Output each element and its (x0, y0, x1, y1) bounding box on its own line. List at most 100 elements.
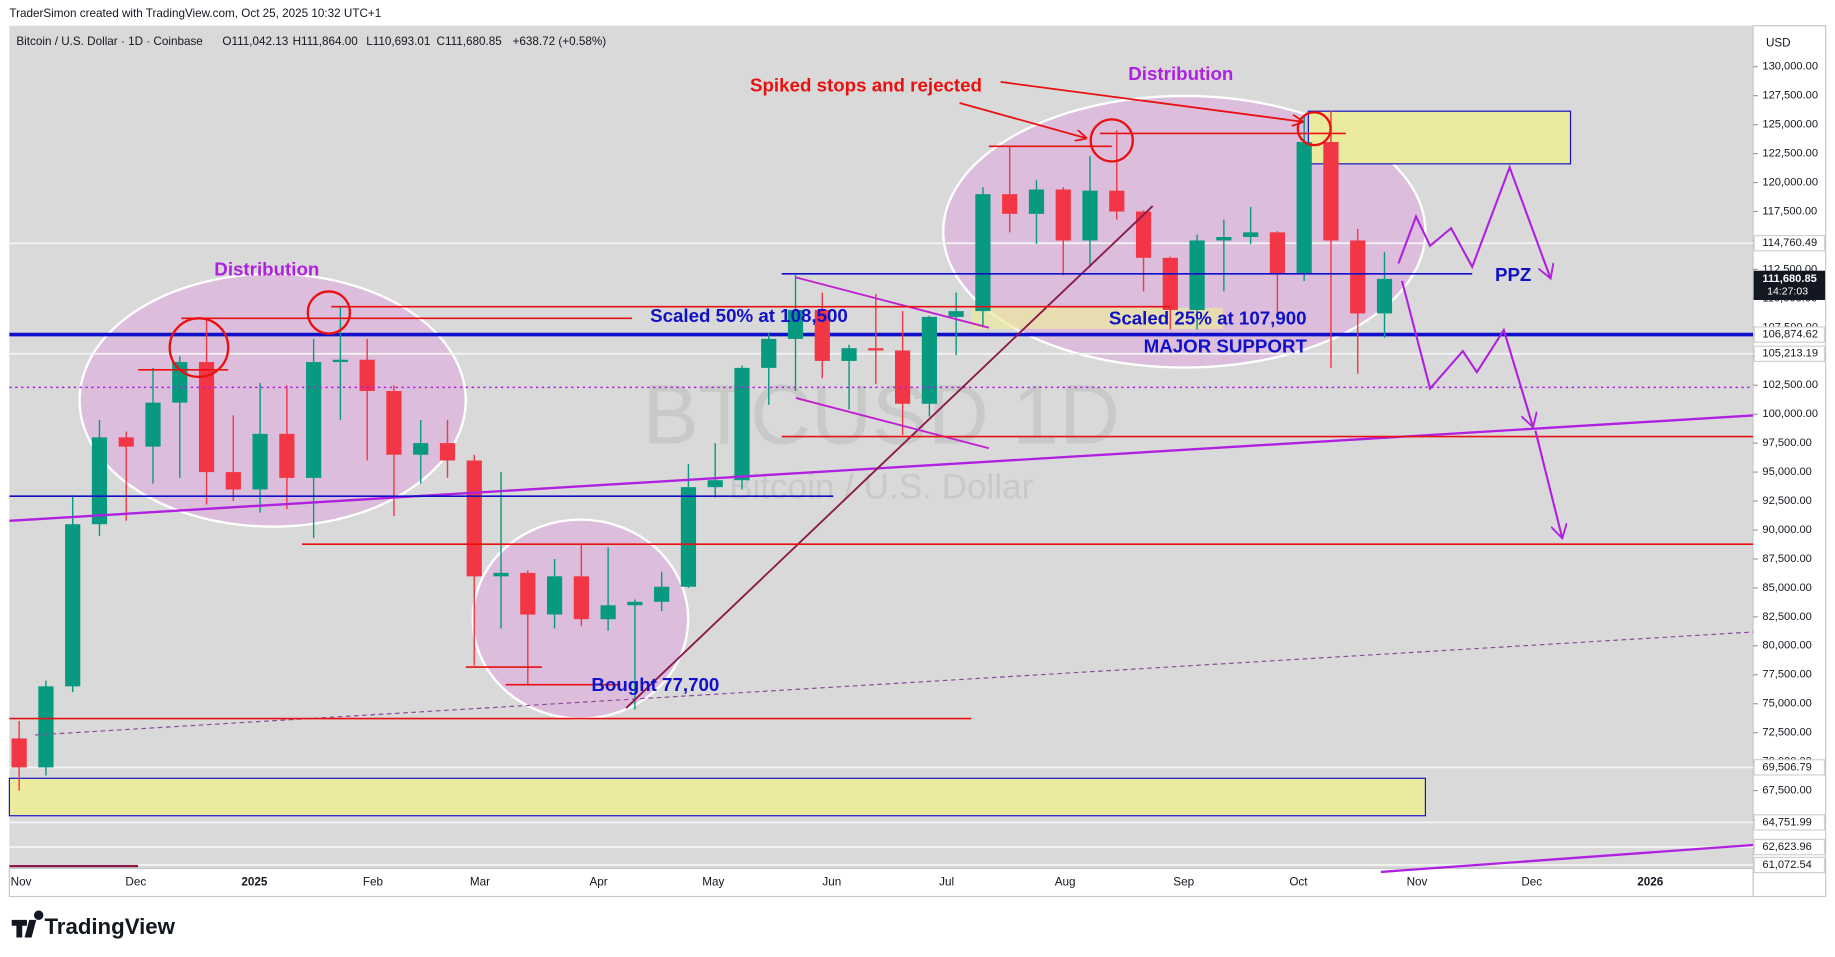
candle-body (1028, 189, 1045, 214)
annotation: Distribution (214, 258, 319, 279)
candle-body (1055, 189, 1071, 241)
y-tick-label: 127,500.00 (1762, 90, 1818, 102)
candle-body (198, 362, 215, 473)
candle-body (225, 472, 241, 490)
x-tick-label: Sep (1173, 876, 1194, 889)
highlight-circle (1296, 111, 1332, 147)
y-tick-label: 92,500.00 (1762, 495, 1811, 507)
y-tick-label: 90,000.00 (1762, 524, 1811, 536)
trendline (1380, 843, 1754, 874)
countdown: 14:27:03 (1767, 286, 1808, 298)
channel-line (795, 276, 990, 329)
x-tick-label: 2026 (1637, 876, 1663, 889)
candle-body (466, 460, 482, 577)
candle-body (306, 362, 322, 478)
candle-body (1109, 190, 1125, 212)
highlight-circle (1089, 118, 1135, 163)
logo: TradingView (44, 914, 175, 939)
highlight-circle (306, 290, 352, 335)
price-tag (1753, 838, 1826, 856)
candle-body (118, 437, 134, 447)
y-tick-label: 125,000.00 (1762, 119, 1818, 131)
candle-body (975, 194, 991, 312)
ohlc-open: O111,042.13 (222, 35, 288, 48)
price-tag-label: 114,760.49 (1762, 237, 1817, 249)
x-tick-label: May (702, 876, 724, 889)
price-tag (1753, 326, 1826, 343)
candle-body (65, 524, 81, 687)
candle-body (279, 433, 295, 478)
annotation: Bought 77,700 (591, 674, 719, 695)
annotation: Spiked stops and rejected (750, 75, 982, 96)
y-tick-label: 117,500.00 (1762, 205, 1817, 217)
annotation: Distribution (1128, 63, 1233, 84)
y-tick-label: 97,500.00 (1762, 437, 1811, 449)
y-tick-label: 120,000.00 (1762, 176, 1818, 188)
symbol: Bitcoin / U.S. Dollar · 1D · Coinbase (16, 35, 202, 48)
annotation: Scaled 50% at 108,500 (650, 305, 848, 326)
y-tick-label: 122,500.00 (1762, 148, 1818, 160)
y-tick-label: 85,000.00 (1762, 582, 1811, 594)
price-tag-label: 105,213.19 (1762, 348, 1818, 360)
price-tag (1753, 345, 1826, 363)
candle-body (1323, 142, 1339, 241)
candle-body (1243, 232, 1259, 237)
y-tick-label: 80,000.00 (1762, 640, 1811, 652)
price-tag (1753, 270, 1826, 300)
candle-body (1350, 240, 1366, 314)
candle-body (1189, 240, 1205, 310)
projection-arrow (1534, 430, 1562, 539)
trendline (9, 414, 1754, 522)
x-tick-label: 2025 (241, 876, 267, 889)
arrow (959, 102, 1086, 138)
y-tick-label: 75,000.00 (1762, 698, 1811, 710)
annotation: MAJOR SUPPORT (1144, 336, 1308, 357)
candle-body (734, 367, 750, 481)
price-tag (1753, 814, 1826, 831)
candle-body (359, 359, 375, 392)
candle-body (38, 686, 54, 768)
candle-body (1296, 142, 1312, 275)
x-tick-label: Dec (1521, 876, 1542, 889)
ohlc-high: H111,864.00 (293, 35, 359, 48)
y-tick-label: 72,500.00 (1762, 727, 1811, 739)
candle-body (520, 572, 536, 615)
currency: USD (1766, 36, 1791, 49)
price-tag-label: 62,623.96 (1762, 841, 1811, 853)
channel-line (795, 397, 990, 450)
candle-body (332, 359, 349, 363)
price-tag-label: 64,751.99 (1762, 816, 1811, 828)
y-tick-label: 77,500.00 (1762, 669, 1811, 681)
candle-body (707, 480, 723, 488)
credit: TraderSimon created with TradingView.com… (9, 7, 381, 20)
x-tick-label: Oct (1289, 876, 1308, 889)
candle-body (868, 348, 884, 351)
candle-body (252, 433, 268, 490)
x-tick-label: Apr (589, 876, 607, 889)
candle-body (1376, 278, 1393, 314)
projection-path (1397, 164, 1550, 278)
candle-body (600, 605, 616, 620)
y-tick-label: 95,000.00 (1762, 466, 1811, 478)
price-tag-label: 61,072.54 (1762, 859, 1811, 871)
price-tag (1753, 235, 1826, 252)
axes: 62,500.0065,000.0067,500.0070,000.0072,5… (11, 61, 1826, 889)
distribution-ellipse (78, 272, 467, 528)
arrow (1000, 81, 1303, 122)
y-tick-label: 130,000.00 (1762, 61, 1818, 73)
legend: Bitcoin / U.S. Dollar · 1D · Coinbase O1… (16, 35, 606, 48)
price-tag-label: 106,874.62 (1762, 329, 1818, 341)
candle-body (91, 437, 108, 525)
candle-body (761, 338, 777, 368)
x-tick-label: Feb (363, 876, 384, 889)
candle-body (1216, 236, 1232, 241)
y-tick-label: 102,500.00 (1762, 379, 1818, 391)
price-tag-label: 69,506.79 (1762, 761, 1811, 773)
candle-body (1082, 190, 1098, 241)
candle-body (145, 402, 161, 447)
y-tick-label: 87,500.00 (1762, 553, 1811, 565)
price-tag (1753, 856, 1826, 874)
trendline (625, 205, 1154, 709)
candle-body (11, 738, 27, 768)
